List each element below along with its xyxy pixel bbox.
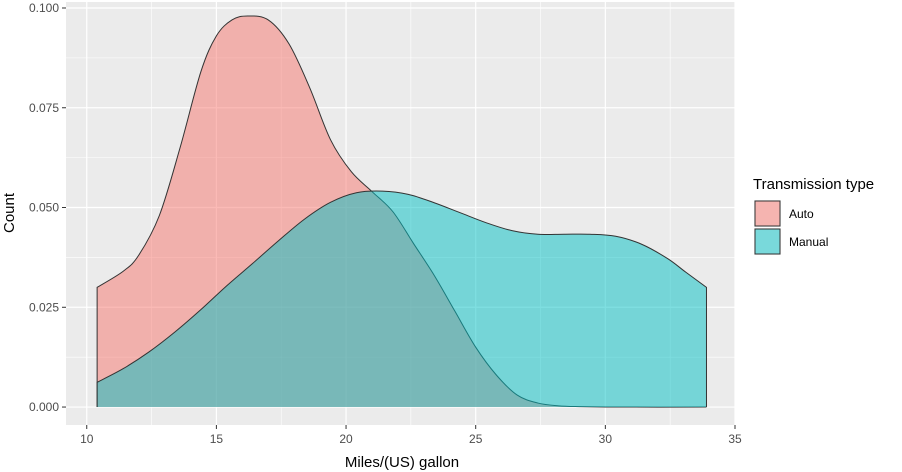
y-axis: 0.000 0.025 0.050 0.075 0.100 — [29, 1, 66, 414]
density-outline-manual — [96, 190, 707, 408]
legend-entries: Auto Manual — [754, 200, 828, 255]
legend-swatch-auto — [754, 200, 781, 227]
y-tick-label: 0.000 — [29, 400, 59, 414]
x-tick-label: 35 — [728, 432, 742, 446]
x-tick-label: 25 — [469, 432, 483, 446]
legend-label-auto: Auto — [789, 207, 814, 221]
y-axis-title: Count — [1, 192, 18, 233]
density-area-manual — [97, 191, 707, 408]
y-tick-label: 0.050 — [29, 201, 59, 215]
y-tick-label: 0.100 — [29, 1, 59, 15]
legend-swatch-manual — [754, 228, 781, 255]
y-tick-label: 0.075 — [29, 101, 59, 115]
x-tick-label: 30 — [599, 432, 613, 446]
legend-label-manual: Manual — [789, 235, 828, 249]
x-tick-label: 15 — [210, 432, 224, 446]
y-tick-label: 0.025 — [29, 300, 59, 314]
x-axis-title: Miles/(US) gallon — [345, 454, 459, 471]
x-axis: 10 15 20 25 30 35 — [80, 425, 742, 446]
x-tick-label: 20 — [339, 432, 353, 446]
legend-title: Transmission type — [753, 176, 874, 193]
density-areas — [96, 15, 707, 408]
legend: Transmission type Auto Manual — [753, 176, 874, 255]
x-tick-label: 10 — [80, 432, 94, 446]
